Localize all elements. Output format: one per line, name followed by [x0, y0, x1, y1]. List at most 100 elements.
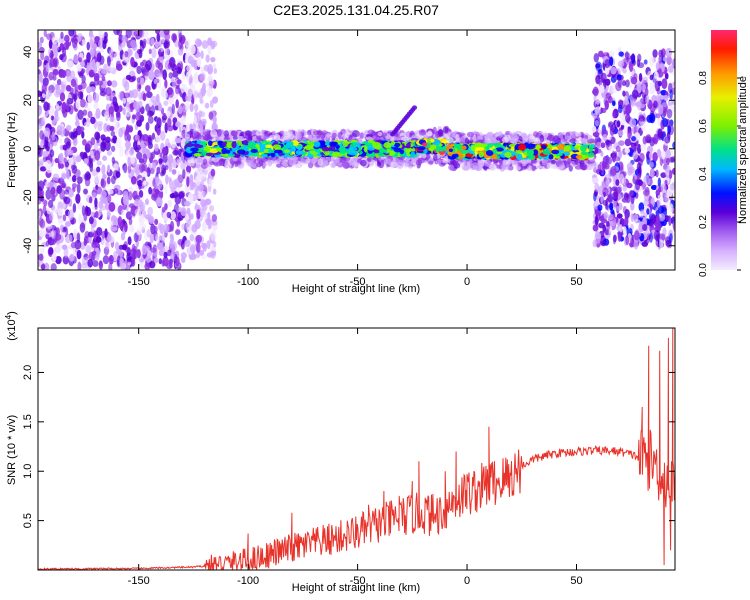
heatmap-cell: [108, 254, 114, 265]
heatmap-cell: [98, 38, 103, 49]
heatmap-cell: [329, 145, 336, 152]
heatmap-cell: [145, 60, 152, 71]
heatmap-cell: [101, 75, 106, 82]
heatmap-cell: [69, 87, 74, 95]
heatmap-cell: [45, 62, 50, 73]
heatmap-cell: [148, 70, 155, 81]
heatmap-cell: [110, 145, 116, 152]
heatmap-cell: [332, 141, 338, 146]
heatmap-cell: [158, 102, 162, 112]
heatmap-cell: [159, 130, 166, 141]
heatmap-cell: [306, 129, 312, 136]
heatmap-cell: [182, 168, 186, 180]
heatmap-cell: [418, 129, 427, 136]
heatmap-cell: [130, 39, 137, 49]
heatmap-cell: [67, 189, 74, 198]
heatmap-cell: [50, 239, 56, 246]
heatmap-cell: [295, 150, 302, 155]
heatmap-cell: [101, 164, 106, 175]
heatmap-cells: [38, 30, 675, 270]
heatmap-cell: [151, 132, 156, 140]
heatmap-cell: [74, 120, 80, 127]
heatmap-cell: [69, 253, 75, 262]
heatmap-cell: [178, 32, 183, 43]
heatmap-cell: [41, 92, 46, 99]
heatmap-cell: [72, 228, 78, 240]
heatmap-cell: [432, 126, 437, 135]
heatmap-cell: [91, 58, 96, 70]
heatmap-cell: [55, 244, 60, 254]
heatmap-cell: [84, 121, 91, 128]
heatmap-cell: [155, 93, 160, 103]
heatmap-cell: [56, 78, 62, 86]
heatmap-cell: [121, 209, 125, 216]
heatmap-cell: [96, 160, 102, 166]
heatmap-cell: [246, 144, 256, 149]
heatmap-cell: [63, 189, 70, 195]
heatmap-cell: [44, 139, 49, 148]
heatmap-cell: [186, 226, 192, 233]
heatmap-cell: [170, 249, 176, 259]
heatmap-cell: [81, 130, 85, 139]
heatmap-cell: [157, 62, 164, 71]
heatmap-cell: [64, 221, 72, 227]
heatmap-cell: [284, 149, 291, 153]
heatmap-cell: [44, 127, 51, 138]
heatmap-cell: [142, 133, 149, 142]
heatmap-cell: [112, 169, 119, 180]
heatmap-cell: [124, 222, 128, 233]
heatmap-cell: [135, 111, 142, 121]
heatmap-cell: [357, 158, 362, 164]
heatmap-cell: [161, 90, 168, 99]
heatmap-cell: [40, 166, 47, 172]
heatmap-cell: [181, 115, 187, 121]
heatmap-cell: [184, 239, 191, 248]
heatmap-cell: [167, 125, 174, 132]
heatmap-cell: [78, 71, 84, 78]
heatmap-cell: [90, 116, 96, 125]
heatmap-cell: [296, 132, 302, 140]
heatmap-cell: [145, 91, 153, 99]
heatmap-cell: [96, 186, 103, 195]
heatmap-cell: [167, 199, 173, 208]
heatmap-cell: [81, 257, 88, 265]
heatmap-cell: [190, 213, 194, 220]
heatmap-cell: [206, 87, 213, 97]
heatmap-cell: [390, 140, 396, 146]
heatmap-cell: [176, 66, 183, 74]
heatmap-cell: [107, 233, 112, 243]
heatmap-cell: [244, 130, 253, 136]
heatmap-cell: [130, 257, 136, 267]
heatmap-cell: [38, 197, 42, 205]
heatmap-cell: [193, 104, 199, 112]
heatmap-cell: [232, 135, 238, 140]
heatmap-cell: [165, 46, 170, 55]
heatmap-cell: [187, 55, 194, 64]
heatmap-cell: [106, 150, 112, 156]
heatmap-cell: [40, 50, 45, 61]
heatmap-cell: [128, 191, 133, 201]
heatmap-cell: [115, 63, 123, 71]
heatmap-cell: [86, 52, 91, 63]
heatmap-cell: [77, 109, 84, 120]
heatmap-cell: [189, 44, 196, 55]
heatmap-cell: [46, 33, 53, 41]
heatmap-cell: [437, 146, 446, 152]
heatmap-cell: [38, 105, 43, 116]
heatmap-cell: [218, 158, 226, 166]
heatmap-cell: [122, 107, 126, 116]
heatmap-cell: [425, 131, 433, 137]
heatmap-cell: [195, 176, 201, 187]
heatmap-cell: [151, 47, 157, 59]
heatmap-cell: [171, 169, 177, 175]
heatmap-cell: [62, 214, 67, 222]
heatmap-cell: [180, 240, 185, 250]
heatmap-cell: [163, 251, 168, 259]
heatmap-cell: [39, 159, 45, 166]
heatmap-cell: [127, 163, 132, 174]
heatmap-cell: [180, 83, 187, 94]
heatmap-cell: [79, 222, 86, 233]
heatmap-cell: [156, 126, 161, 136]
heatmap-cell: [39, 229, 46, 238]
